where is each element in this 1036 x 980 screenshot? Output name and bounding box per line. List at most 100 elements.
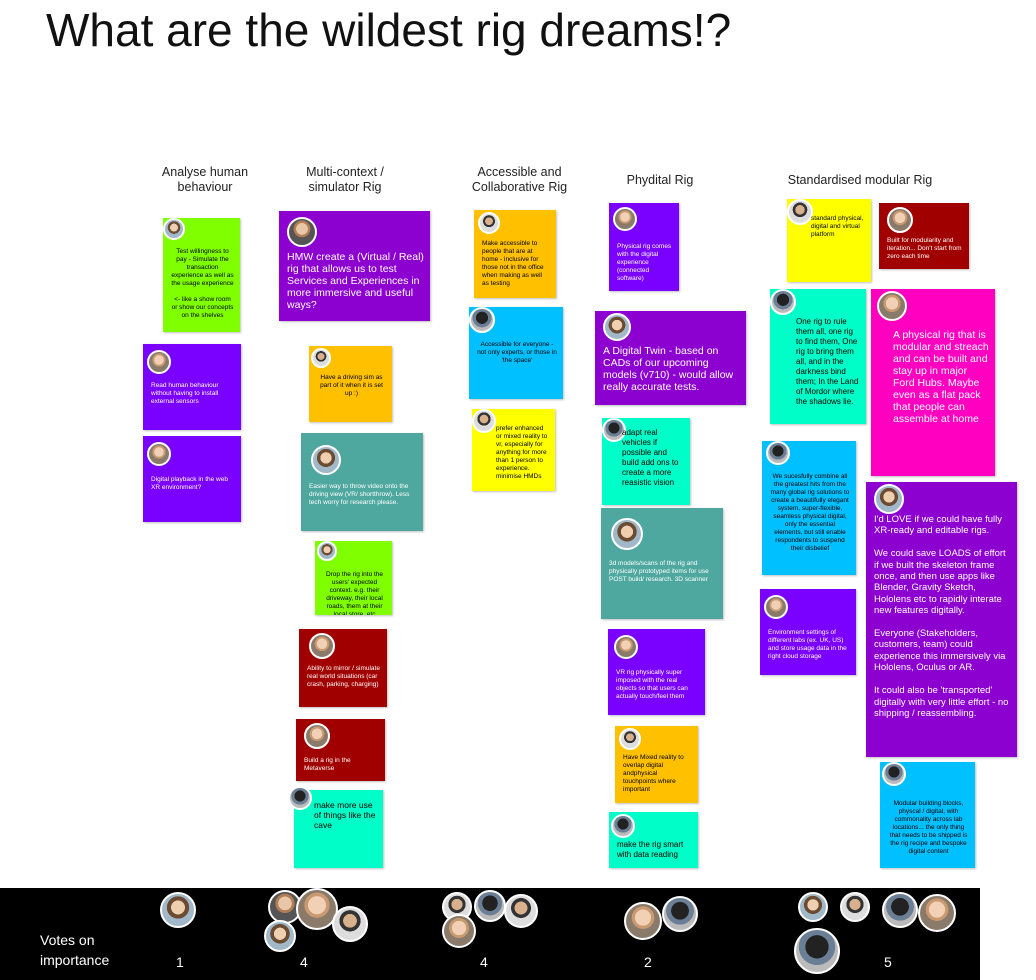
note-text: HMW create a (Virtual / Real) rig that a… (287, 251, 424, 311)
sticky-note[interactable]: prefer enhanced or mixed reality to vr, … (472, 409, 555, 491)
sticky-note[interactable]: Drop the rig into the users' expected co… (315, 541, 392, 615)
avatar (469, 307, 495, 333)
board-title: What are the wildest rig dreams!? (46, 4, 732, 56)
vote-count-phydital: 2 (644, 954, 652, 970)
voter-avatar (296, 888, 338, 930)
avatar (877, 291, 907, 321)
sticky-note[interactable]: We sucesfully combine all the greatest h… (762, 441, 856, 575)
avatar (287, 217, 317, 247)
voter-avatar (442, 914, 476, 948)
note-text: We sucesfully combine all the greatest h… (770, 473, 850, 552)
sticky-note[interactable]: One rig to rule them all, one rig to fin… (770, 289, 866, 424)
sticky-note[interactable]: Modular building blocks, physcal / digit… (880, 762, 975, 868)
note-text: prefer enhanced or mixed reality to vr, … (496, 425, 548, 480)
avatar (288, 786, 312, 810)
sticky-note[interactable]: Test willingness to pay - Simulate the t… (163, 218, 240, 332)
note-text: Built for modularity and iteration... Do… (887, 237, 962, 260)
sticky-note[interactable]: Read human behaviour without having to i… (143, 344, 241, 430)
sticky-note[interactable]: Ability to mirror / simulate real world … (299, 629, 387, 707)
sticky-note[interactable]: standard physical, digital and virtual p… (787, 199, 871, 282)
avatar (311, 445, 341, 475)
sticky-note[interactable]: make the rig smart with data reading (609, 812, 698, 868)
voter-avatar (798, 892, 828, 922)
avatar (874, 484, 904, 514)
note-text: Drop the rig into the users' expected co… (325, 571, 384, 615)
avatar (766, 441, 790, 465)
avatar (304, 723, 330, 749)
note-text: Physical rig comes with the digital expe… (617, 243, 672, 282)
sticky-note[interactable]: Digital playback in the web XR environme… (143, 436, 241, 522)
voter-avatar (794, 928, 840, 974)
note-text: I'd LOVE if we could have fully XR-ready… (874, 514, 1009, 719)
note-text: make the rig smart with data reading (617, 840, 684, 859)
column-header-phydital: Phydital Rig (626, 173, 694, 187)
voter-avatar (332, 906, 368, 942)
note-text: Test willingness to pay - Simulate the t… (171, 248, 234, 319)
votes-label: Votes on importance (40, 932, 110, 968)
avatar (887, 207, 913, 233)
sticky-note[interactable]: Have Mixed reality to overlap digital an… (615, 726, 698, 803)
note-text: Ability to mirror / simulate real world … (307, 665, 380, 688)
voter-avatar (624, 902, 662, 940)
sticky-note[interactable]: Make accessible to people that are at ho… (474, 210, 556, 298)
note-text: Accessible for everyone - not only exper… (477, 341, 557, 364)
note-text: Digital playback in the web XR environme… (151, 476, 228, 491)
voter-avatar (474, 890, 506, 922)
note-text: Easier way to throw video onto the drivi… (309, 483, 410, 506)
avatar (611, 814, 635, 838)
avatar (317, 541, 337, 561)
avatar (764, 595, 788, 619)
note-text: Read human behaviour without having to i… (151, 382, 219, 405)
column-header-multi-context: Multi-context / simulator Rig (306, 165, 384, 194)
note-text: 3d models/scans of the rig and physicall… (609, 560, 709, 583)
vote-count-multi-context: 4 (300, 954, 308, 970)
sticky-note[interactable]: VR rig physically super imposed with the… (608, 629, 705, 715)
note-text: Make accessible to people that are at ho… (482, 240, 544, 287)
avatar (614, 635, 638, 659)
vote-count-standardised: 5 (884, 954, 892, 970)
note-text: Modular building blocks, physcal / digit… (889, 800, 968, 855)
avatar (882, 762, 906, 786)
voter-avatar (264, 920, 296, 952)
avatar (603, 313, 631, 341)
avatar (611, 518, 643, 550)
column-header-analyse: Analyse human behaviour (161, 165, 249, 194)
column-header-accessible: Accessible and Collaborative Rig (471, 165, 568, 194)
note-text: standard physical, digital and virtual p… (811, 215, 864, 238)
sticky-note[interactable]: HMW create a (Virtual / Real) rig that a… (279, 211, 430, 321)
avatar (770, 289, 796, 315)
avatar (472, 409, 496, 433)
votes-bar: Votes on importance 1 4 4 2 5 (0, 888, 980, 980)
avatar (311, 348, 331, 368)
sticky-note[interactable]: 3d models/scans of the rig and physicall… (601, 508, 723, 619)
sticky-note[interactable]: adapt real vehicles if possible and buil… (602, 418, 690, 505)
voter-avatar (160, 892, 196, 928)
avatar (602, 418, 626, 442)
avatar (613, 207, 637, 231)
note-text: A physical rig that is modular and strea… (893, 329, 989, 425)
vote-count-accessible: 4 (480, 954, 488, 970)
sticky-note[interactable]: A Digital Twin - based on CADs of our up… (595, 311, 746, 405)
avatar (787, 199, 813, 225)
sticky-note[interactable]: Physical rig comes with the digital expe… (609, 203, 679, 291)
note-text: Have a driving sim as part of it when it… (320, 374, 383, 397)
voter-avatar (882, 892, 918, 928)
note-text: Build a rig in the Metaverse (304, 757, 351, 772)
sticky-note[interactable]: Built for modularity and iteration... Do… (879, 203, 969, 269)
sticky-note[interactable]: make more use of things like the cave (288, 786, 383, 868)
sticky-note[interactable]: I'd LOVE if we could have fully XR-ready… (866, 482, 1017, 757)
vote-count-analyse: 1 (176, 954, 184, 970)
note-text: VR rig physically super imposed with the… (616, 669, 688, 700)
avatar (478, 212, 500, 234)
sticky-note[interactable]: Have a driving sim as part of it when it… (309, 346, 392, 422)
sticky-note[interactable]: Easier way to throw video onto the drivi… (301, 433, 423, 531)
sticky-note[interactable]: Build a rig in the Metaverse (296, 719, 385, 781)
note-text: Environment settings of different labs (… (768, 629, 847, 660)
note-text: adapt real vehicles if possible and buil… (622, 428, 679, 487)
note-text: One rig to rule them all, one rig to fin… (796, 317, 859, 406)
sticky-note[interactable]: A physical rig that is modular and strea… (871, 289, 995, 476)
sticky-note[interactable]: Accessible for everyone - not only exper… (469, 307, 563, 399)
sticky-note[interactable]: Environment settings of different labs (… (760, 589, 856, 675)
note-text: make more use of things like the cave (314, 800, 376, 830)
column-header-standardised: Standardised modular Rig (787, 173, 933, 187)
